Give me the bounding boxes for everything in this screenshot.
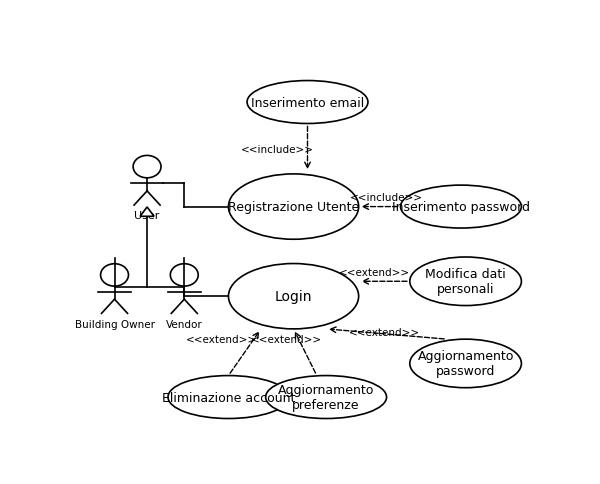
Text: <<extend>>: <<extend>>: [251, 334, 322, 345]
Text: <<include>>: <<include>>: [241, 144, 314, 154]
Ellipse shape: [266, 376, 386, 419]
Text: <<extend>>: <<extend>>: [349, 327, 420, 337]
Ellipse shape: [247, 81, 368, 124]
Text: <<extend>>: <<extend>>: [186, 334, 257, 345]
Ellipse shape: [410, 339, 521, 388]
Text: Eliminazione account: Eliminazione account: [162, 391, 295, 404]
Text: Modifica dati
personali: Modifica dati personali: [425, 268, 506, 296]
Text: <<extend>>: <<extend>>: [340, 267, 410, 277]
Ellipse shape: [229, 175, 359, 240]
Text: Inserimento email: Inserimento email: [251, 96, 364, 109]
Text: Login: Login: [275, 289, 312, 303]
Ellipse shape: [401, 186, 521, 228]
Ellipse shape: [229, 264, 359, 329]
Text: Inserimento password: Inserimento password: [392, 201, 530, 213]
Text: <<include>>: <<include>>: [350, 193, 423, 203]
Text: User: User: [134, 211, 160, 221]
Text: Vendor: Vendor: [166, 319, 203, 329]
Ellipse shape: [410, 257, 521, 306]
Polygon shape: [140, 208, 154, 217]
Text: Aggiornamento
password: Aggiornamento password: [418, 350, 514, 378]
Text: Aggiornamento
preferenze: Aggiornamento preferenze: [278, 383, 374, 411]
Ellipse shape: [168, 376, 289, 419]
Text: Building Owner: Building Owner: [74, 319, 155, 329]
Text: Registrazione Utente: Registrazione Utente: [228, 201, 359, 213]
